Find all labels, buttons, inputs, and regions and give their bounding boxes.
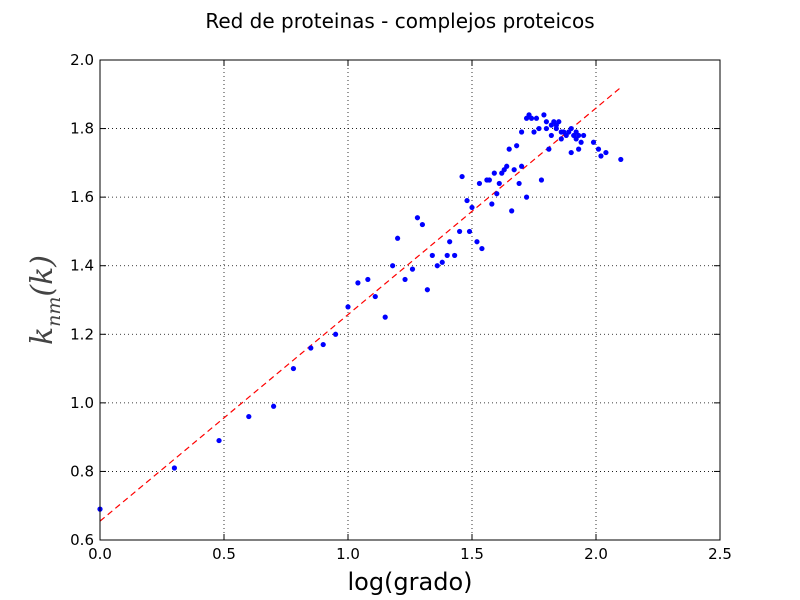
data-point xyxy=(504,163,510,169)
data-point xyxy=(447,239,453,245)
data-point xyxy=(459,173,465,180)
x-tick-label: 0.0 xyxy=(88,545,112,563)
y-tick-label: 0.6 xyxy=(70,531,94,549)
data-point xyxy=(464,197,470,204)
chart-title: Red de proteinas - complejos proteicos xyxy=(205,9,594,33)
data-point xyxy=(402,276,408,283)
data-point xyxy=(496,180,502,187)
data-point xyxy=(444,252,450,259)
y-tick-label: 1.0 xyxy=(70,394,94,412)
data-point xyxy=(548,132,554,139)
x-tick-label: 2.0 xyxy=(584,545,608,563)
data-point xyxy=(476,180,483,187)
data-point xyxy=(491,170,497,176)
data-point xyxy=(568,125,574,132)
data-point xyxy=(474,239,480,245)
data-point xyxy=(578,139,584,145)
data-point xyxy=(509,208,515,214)
y-tick-label: 1.6 xyxy=(70,188,94,206)
x-tick-label: 1.5 xyxy=(460,545,484,563)
data-point xyxy=(543,119,550,125)
x-axis-ticks: 0.0 0.5 1.0 1.5 2.0 2.5 xyxy=(88,60,732,563)
data-point xyxy=(581,132,587,139)
y-tick-label: 2.0 xyxy=(70,51,94,69)
data-point xyxy=(479,245,485,252)
y-axis-label-suffix: (k) xyxy=(25,255,60,297)
data-point xyxy=(556,119,562,125)
data-point xyxy=(576,146,582,152)
data-point xyxy=(558,136,564,142)
y-axis-label-main: k xyxy=(25,327,60,345)
data-point xyxy=(536,125,542,132)
data-point xyxy=(519,163,525,169)
data-point xyxy=(489,201,495,207)
data-point xyxy=(320,341,326,348)
data-point xyxy=(494,191,500,197)
y-axis-label: knm(k) xyxy=(25,255,65,345)
data-point xyxy=(452,252,458,259)
data-point xyxy=(424,287,430,293)
data-point xyxy=(439,259,445,265)
grid-lines xyxy=(100,60,720,540)
data-point xyxy=(531,129,537,135)
fit-line-layer xyxy=(99,86,622,522)
data-point xyxy=(365,276,371,283)
data-point xyxy=(523,194,530,200)
data-point xyxy=(434,263,440,269)
x-axis-label: log(grado) xyxy=(347,568,472,596)
data-point xyxy=(541,112,547,118)
data-point xyxy=(576,132,582,139)
data-point xyxy=(546,146,552,152)
data-point xyxy=(603,149,609,156)
data-point xyxy=(568,149,574,156)
data-point xyxy=(519,129,525,135)
data-point xyxy=(511,167,517,173)
data-point xyxy=(598,153,604,159)
x-tick-label: 0.5 xyxy=(212,545,236,563)
data-point xyxy=(333,331,339,337)
y-tick-label: 1.4 xyxy=(70,257,94,275)
data-point xyxy=(595,146,602,152)
data-point xyxy=(308,345,314,351)
data-point xyxy=(538,177,545,183)
data-point xyxy=(528,115,535,121)
data-point xyxy=(246,413,252,420)
data-point xyxy=(516,180,522,187)
data-point xyxy=(618,156,624,163)
y-axis-label-subscript: nm xyxy=(43,297,65,327)
y-tick-label: 0.8 xyxy=(70,462,94,480)
y-tick-label: 1.2 xyxy=(70,325,94,343)
plot-frame xyxy=(99,59,721,541)
data-point xyxy=(506,146,512,152)
data-point xyxy=(543,125,550,132)
data-point xyxy=(429,252,435,259)
data-point xyxy=(457,228,463,235)
x-tick-label: 2.5 xyxy=(708,545,732,563)
data-point xyxy=(271,403,277,409)
data-point xyxy=(533,115,540,121)
data-point xyxy=(486,177,492,183)
data-points xyxy=(97,112,624,512)
fit-line xyxy=(99,86,622,522)
x-tick-label: 1.0 xyxy=(336,545,360,563)
data-point xyxy=(514,143,520,149)
data-point xyxy=(469,204,475,211)
data-point xyxy=(395,235,401,241)
data-point xyxy=(345,304,351,310)
data-point xyxy=(171,465,177,471)
data-point xyxy=(216,437,222,444)
data-point xyxy=(382,314,388,320)
data-point xyxy=(390,263,396,269)
data-point xyxy=(466,228,473,235)
y-axis-ticks: 0.6 0.8 1.0 1.2 1.4 1.6 1.8 2.0 xyxy=(70,51,720,549)
data-point xyxy=(409,266,416,272)
data-point xyxy=(414,215,421,221)
data-point xyxy=(372,293,378,300)
data-point xyxy=(419,221,425,228)
data-point xyxy=(355,280,361,286)
data-point xyxy=(290,365,297,372)
data-point xyxy=(590,139,597,145)
y-tick-label: 1.8 xyxy=(70,120,94,138)
